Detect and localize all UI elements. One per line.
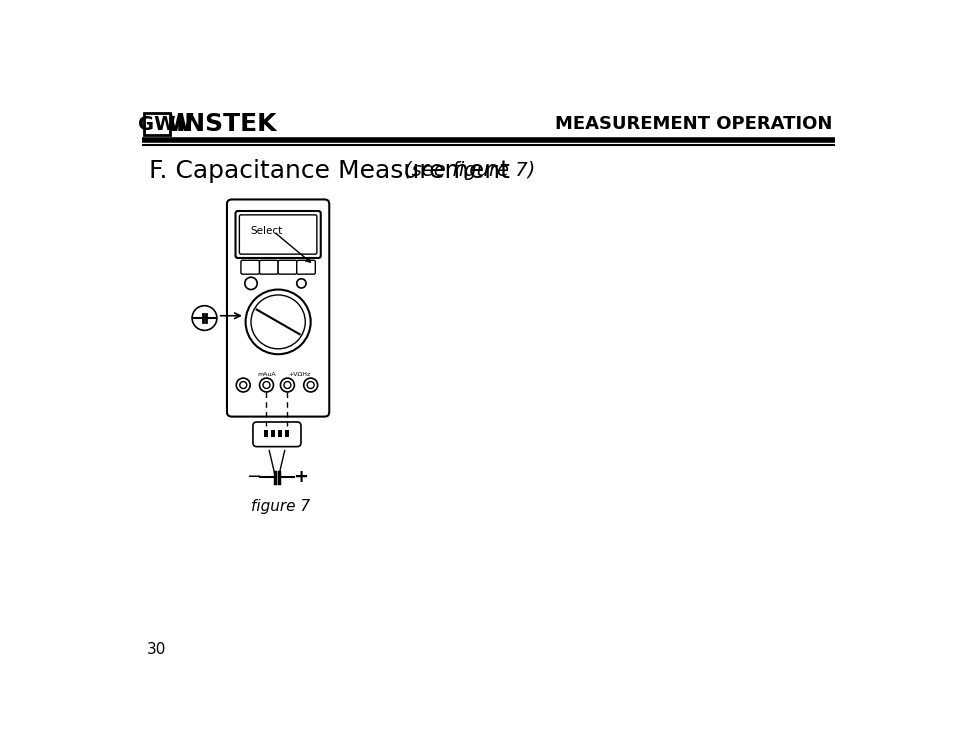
Bar <box>278 430 282 436</box>
Text: (see figure 7): (see figure 7) <box>404 161 536 180</box>
Text: MEASUREMENT OPERATION: MEASUREMENT OPERATION <box>555 115 831 133</box>
Text: −: − <box>246 469 261 487</box>
Text: GW: GW <box>138 114 176 134</box>
Text: +: + <box>293 469 308 487</box>
FancyBboxPatch shape <box>227 200 329 417</box>
FancyBboxPatch shape <box>235 211 320 258</box>
FancyBboxPatch shape <box>241 261 259 274</box>
Text: Select: Select <box>250 226 282 237</box>
Circle shape <box>251 295 305 349</box>
FancyBboxPatch shape <box>253 422 301 447</box>
Text: mAuA: mAuA <box>257 372 275 377</box>
Text: INSTEK: INSTEK <box>175 112 277 136</box>
FancyBboxPatch shape <box>144 113 171 134</box>
Circle shape <box>263 382 270 388</box>
Circle shape <box>239 382 247 388</box>
Text: figure 7: figure 7 <box>251 499 310 514</box>
Circle shape <box>307 382 314 388</box>
Circle shape <box>245 290 311 354</box>
Circle shape <box>296 279 306 288</box>
Text: GW: GW <box>146 112 194 136</box>
Circle shape <box>236 378 250 392</box>
FancyBboxPatch shape <box>259 261 278 274</box>
Bar <box>264 430 268 436</box>
Circle shape <box>192 306 216 330</box>
Circle shape <box>303 378 317 392</box>
Text: F. Capacitance Measurement: F. Capacitance Measurement <box>149 159 509 183</box>
Circle shape <box>284 382 291 388</box>
Text: +VΩHz: +VΩHz <box>288 372 310 377</box>
Circle shape <box>245 277 257 290</box>
Circle shape <box>280 378 294 392</box>
Bar <box>271 430 274 436</box>
Text: 30: 30 <box>146 641 166 656</box>
Circle shape <box>259 378 274 392</box>
FancyBboxPatch shape <box>239 215 316 254</box>
Bar <box>285 430 289 436</box>
FancyBboxPatch shape <box>278 261 296 274</box>
FancyBboxPatch shape <box>296 261 315 274</box>
